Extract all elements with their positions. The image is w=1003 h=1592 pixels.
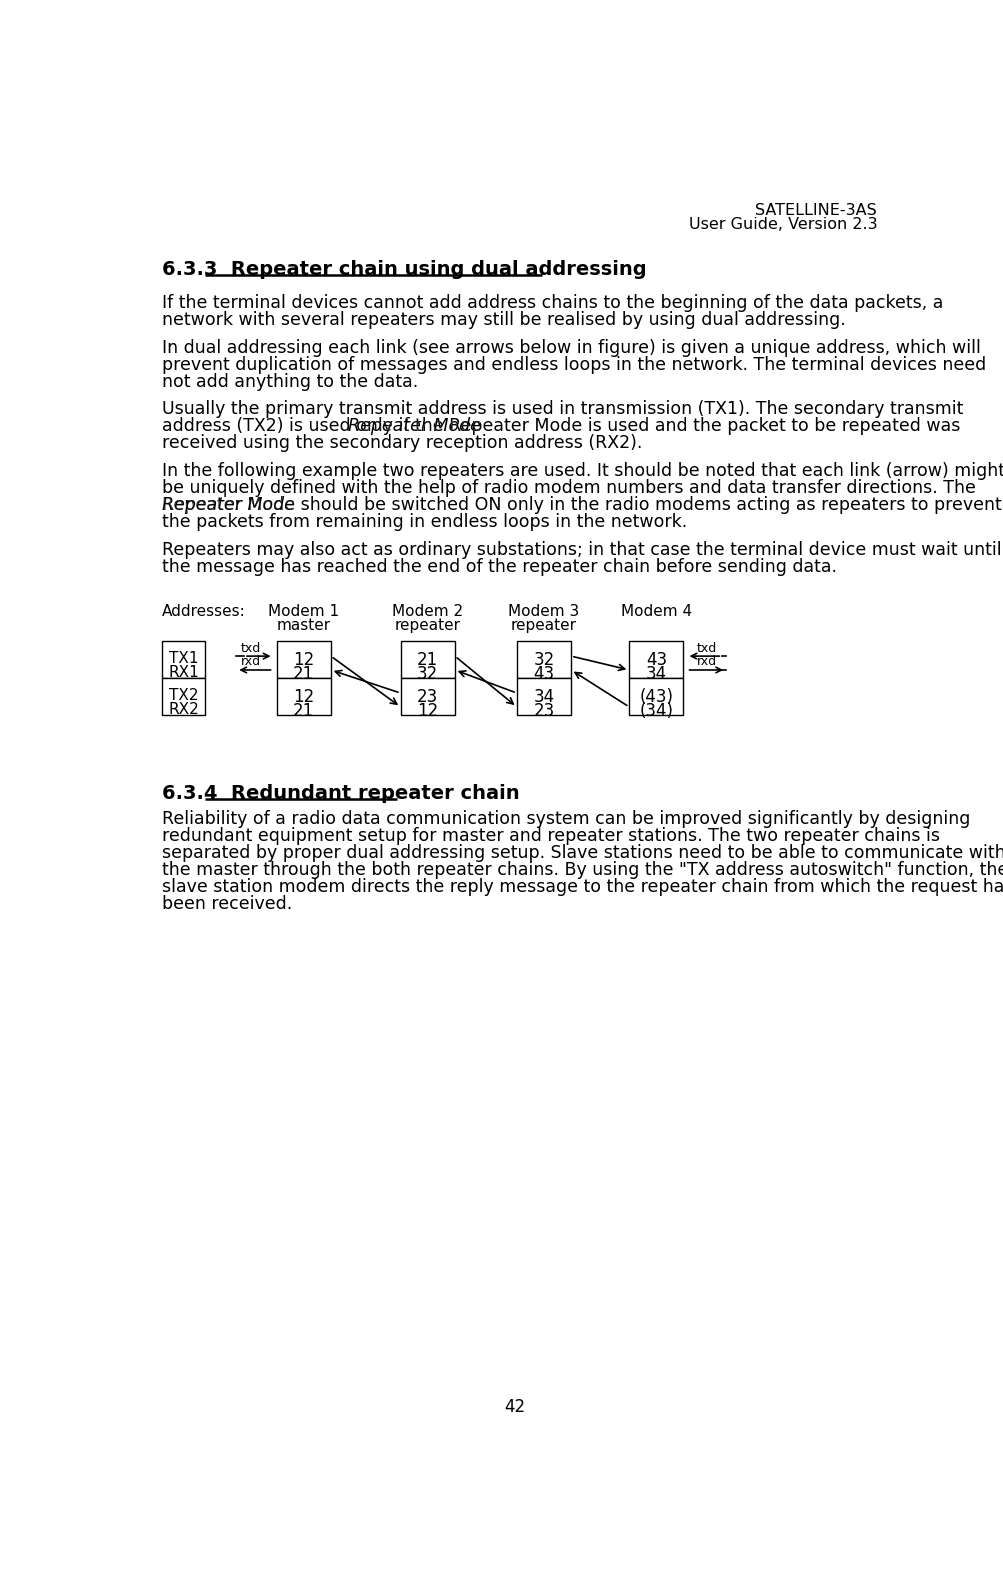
Text: Repeaters may also act as ordinary substations; in that case the terminal device: Repeaters may also act as ordinary subst… bbox=[161, 541, 1001, 559]
Text: 23: 23 bbox=[416, 688, 438, 707]
Text: master: master bbox=[277, 618, 330, 632]
Bar bbox=[400, 678, 454, 715]
Text: Repeater Mode: Repeater Mode bbox=[161, 497, 295, 514]
Text: the message has reached the end of the repeater chain before sending data.: the message has reached the end of the r… bbox=[161, 557, 837, 576]
Text: txd: txd bbox=[241, 642, 261, 654]
Text: separated by proper dual addressing setup. Slave stations need to be able to com: separated by proper dual addressing setu… bbox=[161, 844, 1003, 861]
Text: User Guide, Version 2.3: User Guide, Version 2.3 bbox=[688, 217, 877, 232]
Text: 34: 34 bbox=[645, 665, 666, 683]
Text: 23: 23 bbox=[533, 702, 554, 720]
Text: If the terminal devices cannot add address chains to the beginning of the data p: If the terminal devices cannot add addre… bbox=[161, 295, 943, 312]
Text: Modem 4: Modem 4 bbox=[620, 603, 691, 619]
Text: 32: 32 bbox=[533, 651, 554, 670]
Text: Reliability of a radio data communication system can be improved significantly b: Reliability of a radio data communicatio… bbox=[161, 810, 969, 828]
Text: RX1: RX1 bbox=[169, 665, 199, 680]
Text: 12: 12 bbox=[293, 651, 314, 670]
Text: rxd: rxd bbox=[696, 656, 716, 669]
Bar bbox=[277, 640, 331, 678]
Bar bbox=[629, 678, 683, 715]
Text: (34): (34) bbox=[639, 702, 673, 720]
Bar bbox=[277, 678, 331, 715]
Bar bbox=[161, 640, 206, 678]
Bar bbox=[517, 678, 571, 715]
Text: 6.3.4  Redundant repeater chain: 6.3.4 Redundant repeater chain bbox=[161, 783, 519, 802]
Text: Modem 3: Modem 3 bbox=[508, 603, 579, 619]
Text: not add anything to the data.: not add anything to the data. bbox=[161, 373, 418, 390]
Text: 6.3.3  Repeater chain using dual addressing: 6.3.3 Repeater chain using dual addressi… bbox=[161, 261, 646, 279]
Bar bbox=[629, 640, 683, 678]
Text: 12: 12 bbox=[416, 702, 438, 720]
Text: Repeater Mode: Repeater Mode bbox=[347, 417, 480, 436]
Text: RX2: RX2 bbox=[169, 702, 199, 718]
Text: TX1: TX1 bbox=[169, 651, 199, 667]
Text: the master through the both repeater chains. By using the "TX address autoswitch: the master through the both repeater cha… bbox=[161, 861, 1003, 879]
Text: network with several repeaters may still be realised by using dual addressing.: network with several repeaters may still… bbox=[161, 310, 845, 330]
Text: 43: 43 bbox=[645, 651, 666, 670]
Text: Repeater Mode: Repeater Mode bbox=[347, 417, 480, 436]
Text: 21: 21 bbox=[416, 651, 438, 670]
Text: rxd: rxd bbox=[241, 656, 261, 669]
Text: been received.: been received. bbox=[161, 895, 292, 912]
Text: redundant equipment setup for master and repeater stations. The two repeater cha: redundant equipment setup for master and… bbox=[161, 828, 939, 845]
Text: address (TX2) is used only if the Repeater Mode is used and the packet to be rep: address (TX2) is used only if the Repeat… bbox=[161, 417, 959, 436]
Text: 21: 21 bbox=[293, 665, 314, 683]
Text: prevent duplication of messages and endless loops in the network. The terminal d: prevent duplication of messages and endl… bbox=[161, 357, 985, 374]
Text: slave station modem directs the reply message to the repeater chain from which t: slave station modem directs the reply me… bbox=[161, 877, 1003, 896]
Text: Modem 2: Modem 2 bbox=[392, 603, 462, 619]
Text: Repeater Mode should be switched ON only in the radio modems acting as repeaters: Repeater Mode should be switched ON only… bbox=[161, 497, 1001, 514]
Bar bbox=[161, 678, 206, 715]
Text: be uniquely defined with the help of radio modem numbers and data transfer direc: be uniquely defined with the help of rad… bbox=[161, 479, 975, 497]
Text: 32: 32 bbox=[416, 665, 438, 683]
Text: Modem 1: Modem 1 bbox=[268, 603, 339, 619]
Bar bbox=[517, 640, 571, 678]
Text: 43: 43 bbox=[533, 665, 554, 683]
Text: 42: 42 bbox=[504, 1398, 525, 1417]
Text: Usually the primary transmit address is used in transmission (TX1). The secondar: Usually the primary transmit address is … bbox=[161, 401, 962, 419]
Text: received using the secondary reception address (RX2).: received using the secondary reception a… bbox=[161, 435, 642, 452]
Text: 34: 34 bbox=[533, 688, 554, 707]
Text: In dual addressing each link (see arrows below in figure) is given a unique addr: In dual addressing each link (see arrows… bbox=[161, 339, 980, 357]
Text: txd: txd bbox=[696, 642, 716, 654]
Text: the packets from remaining in endless loops in the network.: the packets from remaining in endless lo… bbox=[161, 513, 686, 530]
Text: 21: 21 bbox=[293, 702, 314, 720]
Bar bbox=[400, 640, 454, 678]
Text: 12: 12 bbox=[293, 688, 314, 707]
Text: repeater: repeater bbox=[511, 618, 577, 632]
Text: repeater: repeater bbox=[394, 618, 460, 632]
Text: In the following example two repeaters are used. It should be noted that each li: In the following example two repeaters a… bbox=[161, 462, 1003, 481]
Text: TX2: TX2 bbox=[169, 688, 199, 704]
Text: (43): (43) bbox=[639, 688, 673, 707]
Text: Addresses:: Addresses: bbox=[161, 603, 246, 619]
Text: Repeater Mode: Repeater Mode bbox=[161, 497, 295, 514]
Text: SATELLINE-3AS: SATELLINE-3AS bbox=[754, 204, 877, 218]
